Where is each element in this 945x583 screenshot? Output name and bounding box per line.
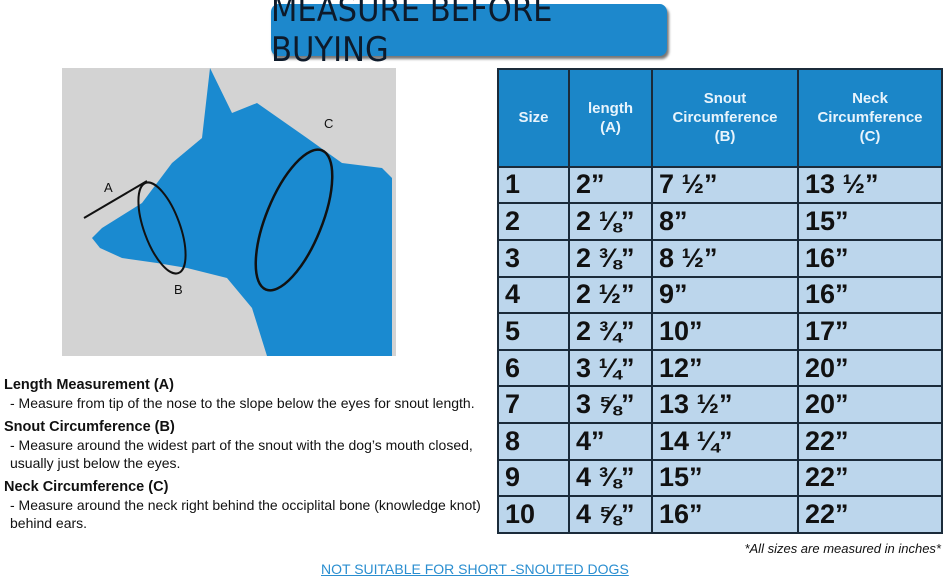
cell-snout: 14 ¼”: [651, 422, 799, 461]
length-arrow-a: [83, 180, 148, 219]
header-snout: Snout Circumference (B): [651, 68, 799, 168]
cell-neck: 22”: [797, 422, 943, 461]
size-chart-table: Size length (A) Snout Circumference (B) Nec…: [497, 68, 943, 534]
cell-length: 2 ¾”: [568, 312, 653, 351]
header-size: Size: [497, 68, 570, 168]
cell-snout: 15”: [651, 458, 799, 498]
header-neck: Neck Circumference (C): [797, 68, 943, 168]
cell-size: 4: [497, 275, 570, 315]
cell-snout: 13 ½”: [651, 385, 799, 425]
cell-neck: 17”: [797, 312, 943, 351]
label-c: C: [324, 116, 333, 131]
table-row: 10 4 ⅝” 16” 22”: [497, 495, 943, 534]
cell-length: 2”: [568, 165, 653, 205]
cell-neck: 22”: [797, 495, 943, 534]
cell-length: 2 ⅜”: [568, 238, 653, 278]
note-title: Snout Circumference (B): [4, 419, 175, 435]
note-text: - Measure around the neck right behind t…: [10, 497, 481, 531]
short-snout-warning-link[interactable]: NOT SUITABLE FOR SHORT -SNOUTED DOGS: [321, 561, 629, 577]
note-text: - Measure from tip of the nose to the sl…: [10, 395, 475, 411]
cell-neck: 20”: [797, 348, 943, 388]
cell-size: 8: [497, 422, 570, 461]
cell-length: 4”: [568, 422, 653, 461]
table-row: 1 2” 7 ½” 13 ½”: [497, 165, 943, 205]
cell-size: 2: [497, 202, 570, 241]
note-text: - Measure around the widest part of the …: [10, 437, 473, 471]
cell-snout: 8”: [651, 202, 799, 241]
title-banner: MEASURE BEFORE BUYING: [271, 0, 667, 70]
cell-size: 6: [497, 348, 570, 388]
cell-snout: 12”: [651, 348, 799, 388]
cell-neck: 16”: [797, 238, 943, 278]
cell-length: 4 ⅜”: [568, 458, 653, 498]
note-title: Neck Circumference (C): [4, 479, 169, 495]
cell-size: 7: [497, 385, 570, 425]
cell-snout: 10”: [651, 312, 799, 351]
label-b: B: [174, 282, 183, 297]
cell-neck: 20”: [797, 385, 943, 425]
cell-length: 2 ⅛”: [568, 202, 653, 241]
cell-size: 9: [497, 458, 570, 498]
cell-neck: 13 ½”: [797, 165, 943, 205]
cell-snout: 7 ½”: [651, 165, 799, 205]
cell-snout: 8 ½”: [651, 238, 799, 278]
cell-neck: 15”: [797, 202, 943, 241]
cell-size: 1: [497, 165, 570, 205]
cell-snout: 9”: [651, 275, 799, 315]
cell-length: 4 ⅝”: [568, 495, 653, 534]
cell-neck: 22”: [797, 458, 943, 498]
header-length: length (A): [568, 68, 653, 168]
cell-neck: 16”: [797, 275, 943, 315]
cell-length: 3 ⅝”: [568, 385, 653, 425]
neck-loop-c: [254, 148, 334, 292]
table-header-row: Size length (A) Snout Circumference (B) Nec…: [497, 68, 943, 168]
table-row: 8 4” 14 ¼” 22”: [497, 422, 943, 461]
cell-size: 3: [497, 238, 570, 278]
cell-length: 3 ¼”: [568, 348, 653, 388]
note-title: Length Measurement (A): [4, 377, 174, 393]
cell-snout: 16”: [651, 495, 799, 534]
dog-measurement-diagram: A B C: [62, 68, 396, 356]
label-a: A: [104, 180, 113, 195]
measurement-notes: Length Measurement (A) - Measure from tip…: [4, 376, 484, 538]
units-footnote: *All sizes are measured in inches*: [744, 541, 941, 556]
dog-silhouette: [92, 68, 392, 356]
cell-size: 5: [497, 312, 570, 351]
cell-size: 10: [497, 495, 570, 534]
cell-length: 2 ½”: [568, 275, 653, 315]
